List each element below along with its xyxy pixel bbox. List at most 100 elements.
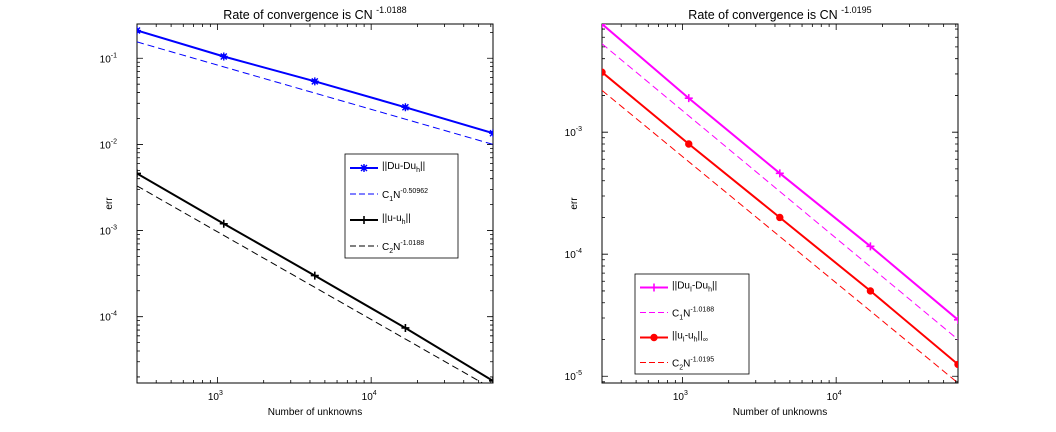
y-tick-exp: -3 xyxy=(576,126,582,133)
series-line-2 xyxy=(602,43,958,340)
y-tick-label: 10-2 xyxy=(100,138,117,151)
x-tick-base: 10 xyxy=(362,392,374,403)
y-tick-exp: -3 xyxy=(111,225,117,232)
data-point xyxy=(866,287,875,295)
legend-text: || xyxy=(698,331,703,342)
legend-text: || xyxy=(406,213,411,224)
legend-text: ||Du-Du xyxy=(382,161,416,172)
legend-label-4: C2N-1.0188 xyxy=(382,240,424,255)
y-tick-base: 10 xyxy=(100,313,112,324)
legend-marker xyxy=(360,216,368,224)
data-point xyxy=(137,169,141,178)
y-tick-base: 10 xyxy=(565,372,577,383)
legend-sub: h xyxy=(416,167,420,174)
y-tick-base: 10 xyxy=(100,140,112,151)
legend-text: ||u-u xyxy=(382,213,402,224)
legend-sub: h xyxy=(708,287,712,294)
legend-text: ||u xyxy=(672,331,683,342)
y-axis-label: err xyxy=(104,197,115,210)
x-axis-label: Number of unknowns xyxy=(268,407,363,418)
y-tick-exp: -4 xyxy=(576,248,582,255)
y-tick-label: 10-4 xyxy=(100,311,117,324)
legend-text: N xyxy=(683,359,690,370)
data-point-core xyxy=(312,78,318,84)
x-axis-label: Number of unknowns xyxy=(733,407,828,418)
legend-label-3: ||uI-uh||∞ xyxy=(672,331,708,344)
y-tick-base: 10 xyxy=(100,227,112,238)
legend-label-1: ||DuI-Duh|| xyxy=(672,281,717,294)
x-tick-label: 103 xyxy=(208,390,223,403)
legend-text: C xyxy=(672,359,679,370)
y-tick-label: 10-3 xyxy=(100,225,117,238)
data-point xyxy=(602,68,606,76)
data-point xyxy=(310,271,319,280)
y-tick-exp: -1 xyxy=(111,52,117,59)
y-tick-exp: -2 xyxy=(111,138,117,145)
data-point-core xyxy=(490,130,493,136)
chart-title-text: Rate of convergence is CN xyxy=(223,8,376,22)
legend-text: N xyxy=(683,309,690,320)
legend-text: C xyxy=(382,242,389,253)
legend-sub: 2 xyxy=(679,365,683,372)
y-tick-exp: -5 xyxy=(576,370,582,377)
legend: ||Du-Duh||C1N-0.50962||u-uh||C2N-1.0188 xyxy=(344,153,459,259)
series-group xyxy=(137,26,493,383)
legend-text: ||Du xyxy=(672,281,690,292)
legend-marker xyxy=(650,283,658,292)
chart-title: Rate of convergence is CN -1.0195 xyxy=(688,5,871,22)
data-point xyxy=(866,242,875,251)
x-tick-label: 103 xyxy=(673,390,688,403)
series-line-2 xyxy=(137,41,493,145)
x-tick-exp: 4 xyxy=(373,390,377,397)
legend-text: -Du xyxy=(692,281,708,292)
legend-exp: -0.50962 xyxy=(400,188,428,195)
y-tick-base: 10 xyxy=(565,250,577,261)
y-tick-base: 10 xyxy=(565,128,577,139)
legend-label-2: C1N-0.50962 xyxy=(382,188,428,203)
series-group xyxy=(602,24,958,383)
x-tick-base: 10 xyxy=(827,392,839,403)
data-point xyxy=(685,140,693,148)
legend-sub: h xyxy=(402,219,406,226)
data-point-core xyxy=(403,104,408,110)
y-tick-exp: -4 xyxy=(111,311,117,318)
x-tick-exp: 3 xyxy=(684,390,688,397)
legend-text: C xyxy=(382,190,389,201)
legend-sub: 1 xyxy=(679,315,683,322)
x-tick-base: 10 xyxy=(673,392,685,403)
legend-sub: h xyxy=(694,337,698,344)
legend-exp: -1.0188 xyxy=(400,240,424,247)
data-point xyxy=(776,213,784,222)
chart-title-exponent: -1.0188 xyxy=(376,5,407,15)
data-point xyxy=(954,360,958,369)
legend-label-2: C1N-1.0188 xyxy=(672,307,714,322)
y-tick-label: 10-4 xyxy=(565,248,582,261)
legend-exp: -1.0188 xyxy=(690,307,714,314)
x-tick-label: 104 xyxy=(827,390,842,403)
y-tick-base: 10 xyxy=(100,54,112,65)
legend-text: -u xyxy=(685,331,694,342)
legend-label-4: C2N-1.0195 xyxy=(672,357,714,372)
x-tick-base: 10 xyxy=(208,392,220,403)
legend-label-3: ||u-uh|| xyxy=(382,213,411,226)
data-point-core xyxy=(221,54,227,59)
x-tick-label: 104 xyxy=(362,390,377,403)
legend-sub: I xyxy=(690,287,692,294)
legend-text: || xyxy=(420,161,425,172)
x-tick-exp: 4 xyxy=(838,390,842,397)
legend-text: C xyxy=(672,309,679,320)
x-tick-exp: 3 xyxy=(219,390,223,397)
chart-title: Rate of convergence is CN -1.0188 xyxy=(223,5,406,22)
chart-title-exponent: -1.0195 xyxy=(841,5,872,15)
legend-text: || xyxy=(712,281,717,292)
y-axis-label: err xyxy=(569,197,580,210)
legend-text: N xyxy=(393,190,400,201)
legend-sub: 2 xyxy=(389,248,393,255)
legend-sub: 1 xyxy=(389,196,393,203)
data-point xyxy=(684,94,693,103)
legend-sub: I xyxy=(683,337,685,344)
legend-sub: ∞ xyxy=(703,337,708,344)
